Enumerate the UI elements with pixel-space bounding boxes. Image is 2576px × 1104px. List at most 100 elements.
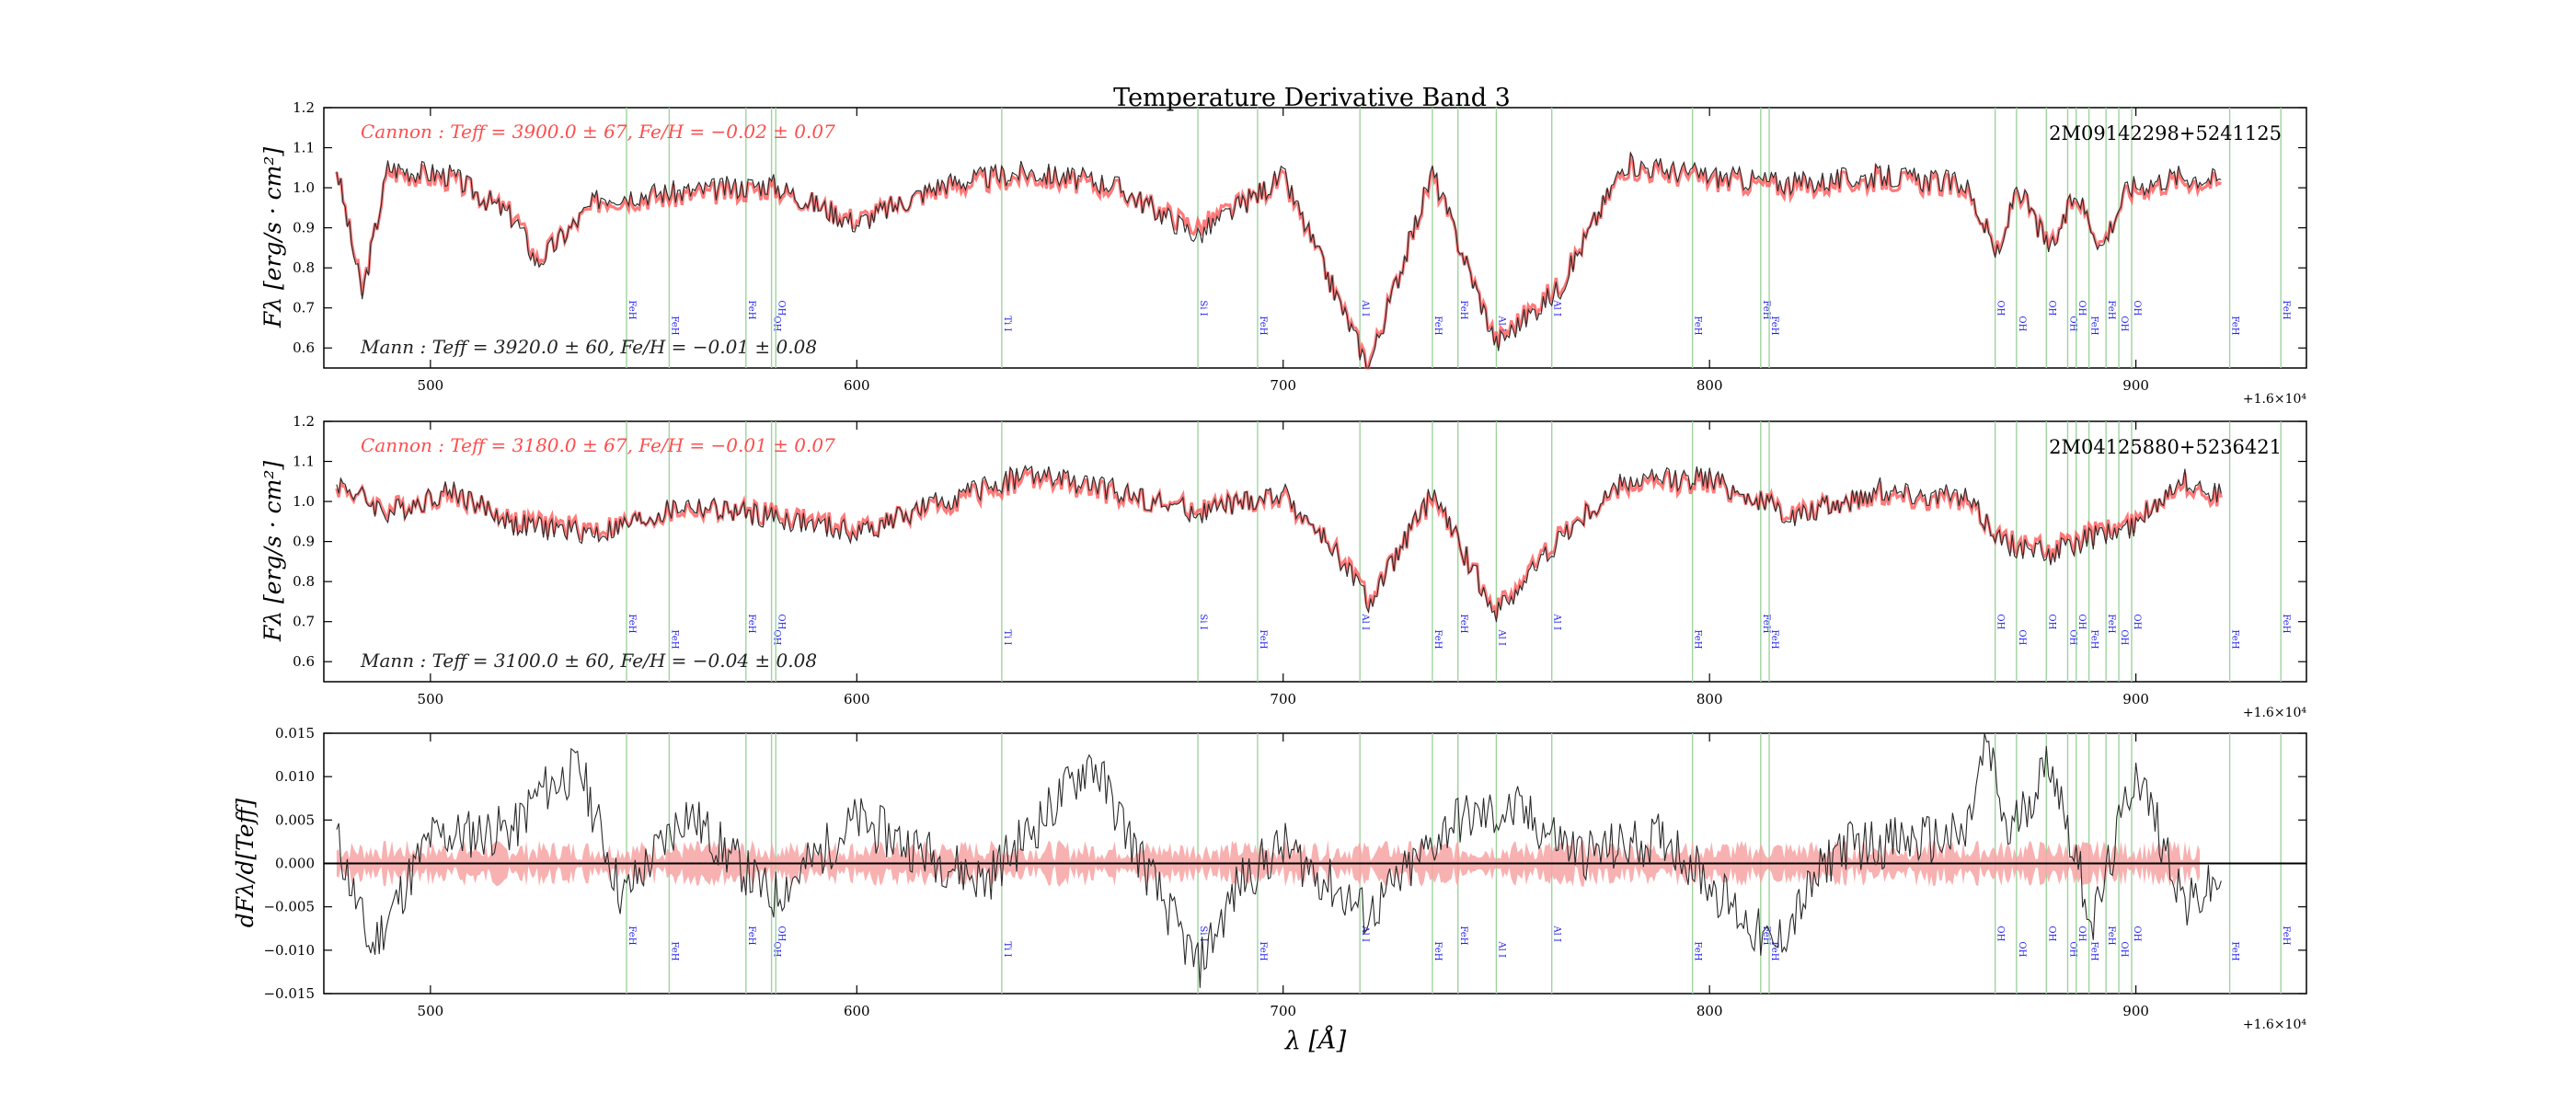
cannon-series — [335, 466, 2223, 619]
line-marker-label: OH — [772, 316, 782, 331]
cannon-series — [335, 151, 2222, 370]
line-marker-label: OH — [1995, 300, 2006, 316]
line-marker-label: FeH — [1769, 316, 1779, 335]
line-marker-label: FeH — [1258, 316, 1268, 335]
line-marker-label: FeH — [2230, 941, 2240, 960]
line-marker-label: Al I — [1496, 940, 1506, 958]
y-tick-label: 1.1 — [293, 140, 315, 156]
star-id: 2M09142298+5241125 — [2049, 122, 2282, 144]
line-marker-label: FeH — [2281, 614, 2291, 633]
series-group — [335, 465, 2223, 623]
line-marker-label: Ti I — [1002, 629, 1012, 645]
line-marker-label: OH — [776, 614, 786, 629]
x-tick-label: 800 — [1696, 691, 1723, 707]
line-marker-label: FeH — [746, 614, 756, 633]
y-tick-label: 0.6 — [293, 653, 315, 670]
line-marker-label: FeH — [2106, 300, 2116, 319]
line-marker-label: OH — [2076, 614, 2087, 629]
x-tick-label: 700 — [1270, 1003, 1296, 1019]
line-marker-label: FeH — [1432, 941, 1443, 960]
line-marker-label: FeH — [2281, 300, 2291, 319]
line-marker-label: FeH — [2089, 941, 2099, 960]
line-marker-label: FeH — [627, 614, 637, 633]
y-tick-label: −0.010 — [263, 942, 315, 959]
x-tick-label: 500 — [418, 691, 444, 707]
line-marker-label: FeH — [1458, 300, 1468, 319]
line-marker-label: OH — [2046, 926, 2056, 941]
line-marker-label: OH — [772, 629, 782, 645]
line-marker-label: Al I — [1552, 925, 1562, 942]
tick-group: −0.015 −0.010 −0.005 0.000 0.005 0.010 0.015 50… — [263, 725, 2306, 1019]
x-offset-label: +1.6×10⁴ — [2243, 392, 2307, 407]
line-marker-label: Al I — [1496, 628, 1506, 646]
line-marker-label: Si I — [1198, 300, 1208, 316]
line-marker-label: FeH — [669, 941, 679, 960]
line-marker-label: OH — [776, 300, 786, 316]
line-marker-label: OH — [2067, 941, 2077, 957]
x-tick-label: 900 — [2122, 377, 2149, 394]
line-marker-label: OH — [2067, 316, 2077, 331]
line-marker-label: FeH — [1258, 941, 1268, 960]
line-marker-label: FeH — [2230, 316, 2240, 335]
x-tick-label: 800 — [1696, 377, 1723, 394]
line-marker-label: Al I — [1360, 613, 1370, 630]
plot-frame — [323, 420, 2307, 683]
y-tick-label: 0.8 — [293, 259, 315, 276]
y-axis-label: Fλ [erg/s · cm²] — [259, 147, 286, 328]
x-tick-label: 500 — [418, 1003, 444, 1019]
y-tick-label: 0.7 — [293, 614, 315, 630]
line-marker-label: OH — [1995, 926, 2006, 941]
line-marker-label: OH — [2067, 629, 2077, 645]
line-marker-label: Si I — [1198, 926, 1208, 941]
line-marker-label: OH — [1995, 614, 2006, 629]
cannon-annotation: Cannon : Teff = 3900.0 ± 67, Fe/H = −0.0… — [361, 121, 835, 143]
tick-group: 0.6 0.7 0.8 0.9 1.0 1.1 1.2 500 600 700 800 900 — [293, 413, 2306, 707]
line-marker-label: FeH — [2089, 629, 2099, 649]
line-marker-label: OH — [2017, 629, 2027, 645]
line-marker-label: Al I — [1360, 299, 1370, 316]
line-marker-label: OH — [772, 941, 782, 957]
mann-series — [336, 151, 2222, 369]
line-marker-label: OH — [2076, 300, 2087, 316]
line-marker-label: OH — [2046, 300, 2056, 316]
y-tick-label: 1.2 — [293, 99, 315, 116]
line-marker-label: FeH — [1693, 316, 1703, 335]
x-offset-label: +1.6×10⁴ — [2243, 1018, 2307, 1032]
x-tick-label: 600 — [844, 691, 870, 707]
x-offset-label: +1.6×10⁴ — [2243, 706, 2307, 720]
line-marker-label: FeH — [627, 300, 637, 319]
x-tick-label: 600 — [844, 1003, 870, 1019]
y-tick-label: 0.015 — [275, 725, 315, 742]
y-tick-label: 0.7 — [293, 300, 315, 316]
y-tick-label: −0.015 — [263, 985, 315, 1002]
line-marker-label: Al I — [1552, 613, 1562, 630]
x-tick-label: 900 — [2122, 691, 2149, 707]
line-marker-label: OH — [2119, 629, 2129, 645]
y-tick-label: 1.1 — [293, 454, 315, 470]
line-marker-label: FeH — [1693, 629, 1703, 649]
x-tick-label: 700 — [1270, 691, 1296, 707]
y-tick-label: 0.010 — [275, 768, 315, 785]
line-marker-label: FeH — [1458, 926, 1468, 945]
y-tick-label: 0.000 — [275, 856, 315, 872]
line-marker-label: OH — [2119, 941, 2129, 957]
y-axis-label: dFλ/d[Teff] — [232, 799, 259, 928]
line-marker-label: Al I — [1552, 299, 1562, 316]
x-tick-label: 800 — [1696, 1003, 1723, 1019]
line-marker-label: FeH — [1693, 941, 1703, 960]
mann-annotation: Mann : Teff = 3100.0 ± 60, Fe/H = −0.04 … — [360, 650, 817, 672]
line-marker-label: FeH — [1258, 629, 1268, 649]
line-marker-label: OH — [776, 926, 786, 941]
y-axis-label: Fλ [erg/s · cm²] — [259, 461, 286, 642]
line-marker-label: OH — [2132, 614, 2142, 629]
plot-frame — [323, 107, 2307, 369]
line-marker-label: OH — [2132, 300, 2142, 316]
y-tick-label: 1.0 — [293, 179, 315, 196]
line-marker-label: OH — [2119, 316, 2129, 331]
line-marker-label: FeH — [1761, 614, 1771, 633]
star-id: 2M04125880+5236421 — [2049, 436, 2282, 458]
x-tick-label: 600 — [844, 377, 870, 394]
y-tick-label: −0.005 — [263, 899, 315, 915]
